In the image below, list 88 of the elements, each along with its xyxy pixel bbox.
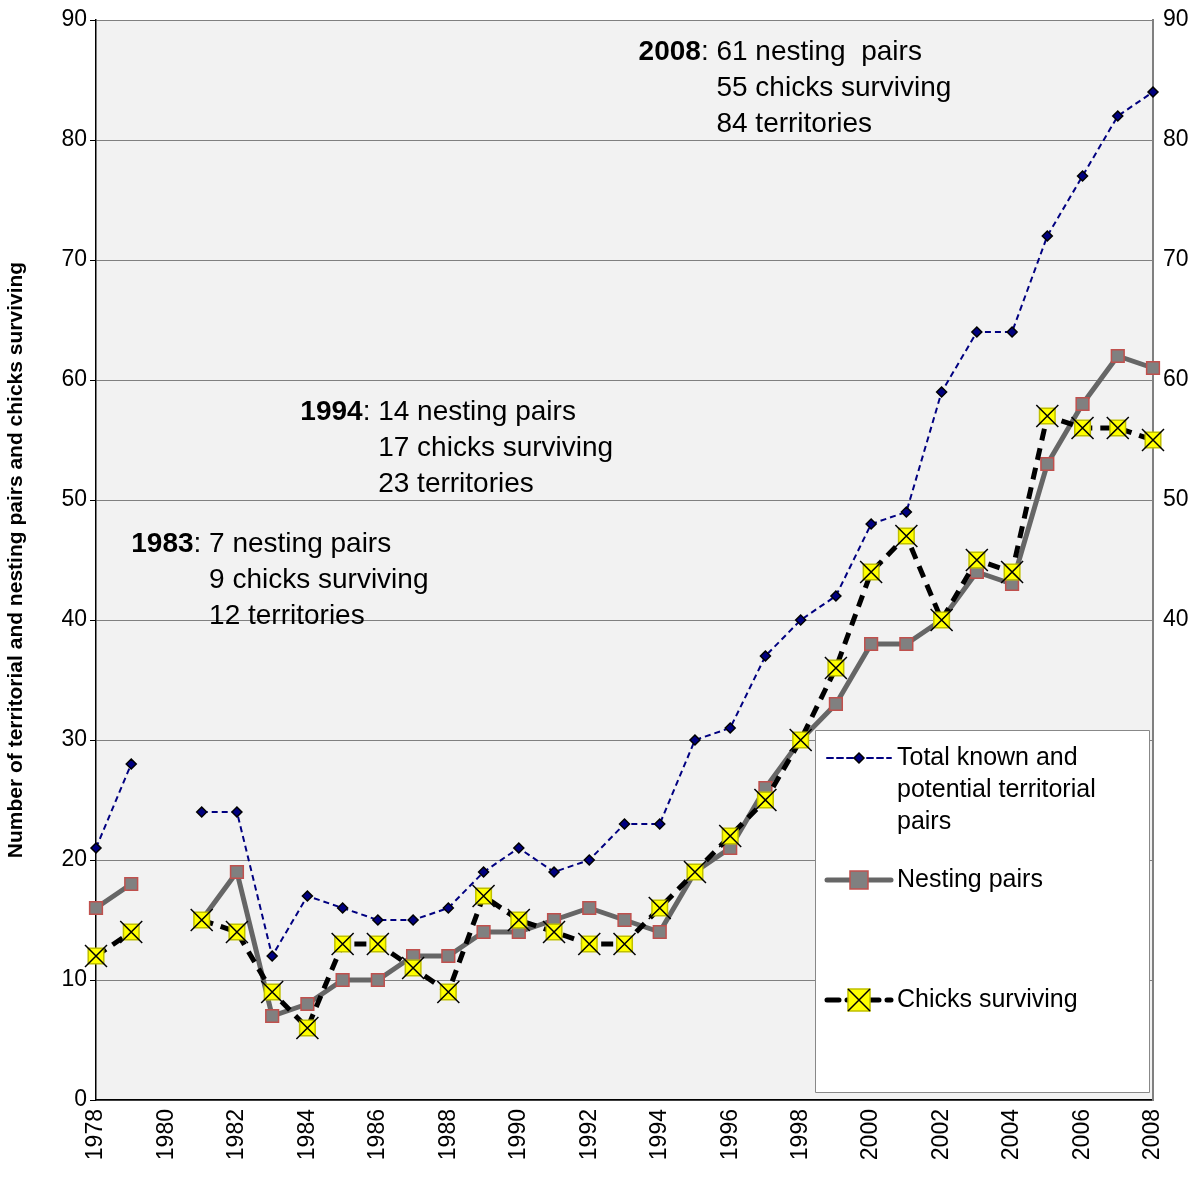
annotation: 2008: 61 nesting pairs 55 chicks surviving 84 territories — [638, 34, 952, 138]
point — [1040, 456, 1055, 472]
point — [372, 914, 384, 926]
point — [441, 948, 456, 964]
point — [900, 506, 913, 518]
point — [336, 902, 349, 914]
x-tick-label: 2008 — [1138, 1109, 1165, 1161]
y2-tick-label: 80 — [1163, 125, 1189, 152]
point — [830, 590, 842, 602]
point — [971, 326, 983, 338]
x-tick-label: 1986 — [363, 1109, 390, 1161]
point — [195, 806, 208, 818]
point — [583, 854, 596, 866]
point — [689, 734, 701, 746]
point — [724, 722, 736, 734]
point — [899, 636, 914, 652]
point — [370, 972, 385, 988]
point — [1041, 230, 1054, 242]
point — [476, 924, 491, 940]
annotation: 1994: 14 nesting pairs 17 chicks surviving 23 territories — [300, 394, 614, 498]
y2-tick-label: 90 — [1163, 5, 1189, 32]
y-tick-label: 80 — [61, 125, 87, 152]
point — [1075, 396, 1090, 412]
point — [90, 842, 102, 854]
y-tick-label: 0 — [74, 1085, 87, 1112]
point — [1112, 110, 1124, 122]
point — [229, 864, 245, 880]
x-tick-label: 2000 — [856, 1109, 883, 1161]
point — [231, 806, 243, 818]
point — [513, 842, 525, 854]
y-tick-label: 30 — [61, 725, 87, 752]
annotation: 1983: 7 nesting pairs 9 chicks surviving 12 territories — [131, 526, 429, 630]
point — [124, 876, 139, 892]
legend-label: Chicks surviving — [897, 983, 1078, 1012]
point — [618, 818, 631, 830]
point — [935, 386, 948, 398]
point — [1147, 86, 1159, 98]
y-tick-label: 60 — [61, 365, 87, 392]
point — [617, 912, 632, 928]
x-tick-label: 1988 — [433, 1109, 460, 1161]
point — [442, 902, 455, 914]
y2-tick-label: 40 — [1163, 605, 1189, 632]
x-tick-label: 2006 — [1067, 1109, 1094, 1161]
point — [407, 914, 419, 926]
x-tick-label: 2004 — [997, 1108, 1024, 1161]
y2-tick-label: 50 — [1163, 485, 1189, 512]
legend-label: Nesting pairs — [897, 863, 1043, 892]
x-tick-label: 1996 — [715, 1109, 742, 1161]
y-tick-label: 40 — [61, 605, 87, 632]
x-tick-label: 2002 — [926, 1109, 953, 1161]
point — [1076, 170, 1089, 182]
point — [125, 758, 137, 770]
point — [1110, 348, 1125, 364]
legend-label: Total known and potential territorial pairs — [897, 741, 1096, 834]
point — [301, 890, 314, 902]
y-tick-label: 50 — [61, 485, 87, 512]
point — [828, 696, 844, 712]
point — [864, 636, 879, 652]
x-tick-label: 1980 — [151, 1109, 178, 1161]
y2-tick-label: 60 — [1163, 365, 1189, 392]
y-tick-label: 20 — [61, 845, 87, 872]
point — [653, 818, 666, 830]
point — [548, 866, 560, 878]
point — [1145, 360, 1161, 376]
point — [794, 614, 807, 626]
point — [759, 650, 772, 662]
y-tick-label: 70 — [61, 245, 87, 272]
x-tick-label: 1992 — [574, 1109, 601, 1161]
point — [88, 900, 104, 916]
y-tick-label: 10 — [61, 965, 87, 992]
x-tick-label: 1978 — [81, 1109, 108, 1161]
point — [865, 518, 877, 530]
x-tick-label: 1982 — [222, 1109, 249, 1161]
x-tick-label: 1984 — [292, 1108, 319, 1161]
point — [652, 924, 667, 940]
point — [582, 900, 597, 916]
y-tick-label: 90 — [61, 5, 87, 32]
point — [477, 866, 490, 878]
point — [265, 1008, 280, 1024]
y-axis-title: Number of territorial and nesting pairs and chicks surviving — [3, 261, 27, 859]
y2-tick-label: 70 — [1163, 245, 1189, 272]
point — [266, 950, 278, 962]
point — [300, 996, 315, 1012]
point — [1006, 326, 1018, 338]
x-tick-label: 1990 — [504, 1109, 531, 1161]
point — [335, 972, 350, 988]
x-tick-label: 1994 — [645, 1108, 672, 1161]
x-tick-label: 1998 — [786, 1109, 813, 1161]
